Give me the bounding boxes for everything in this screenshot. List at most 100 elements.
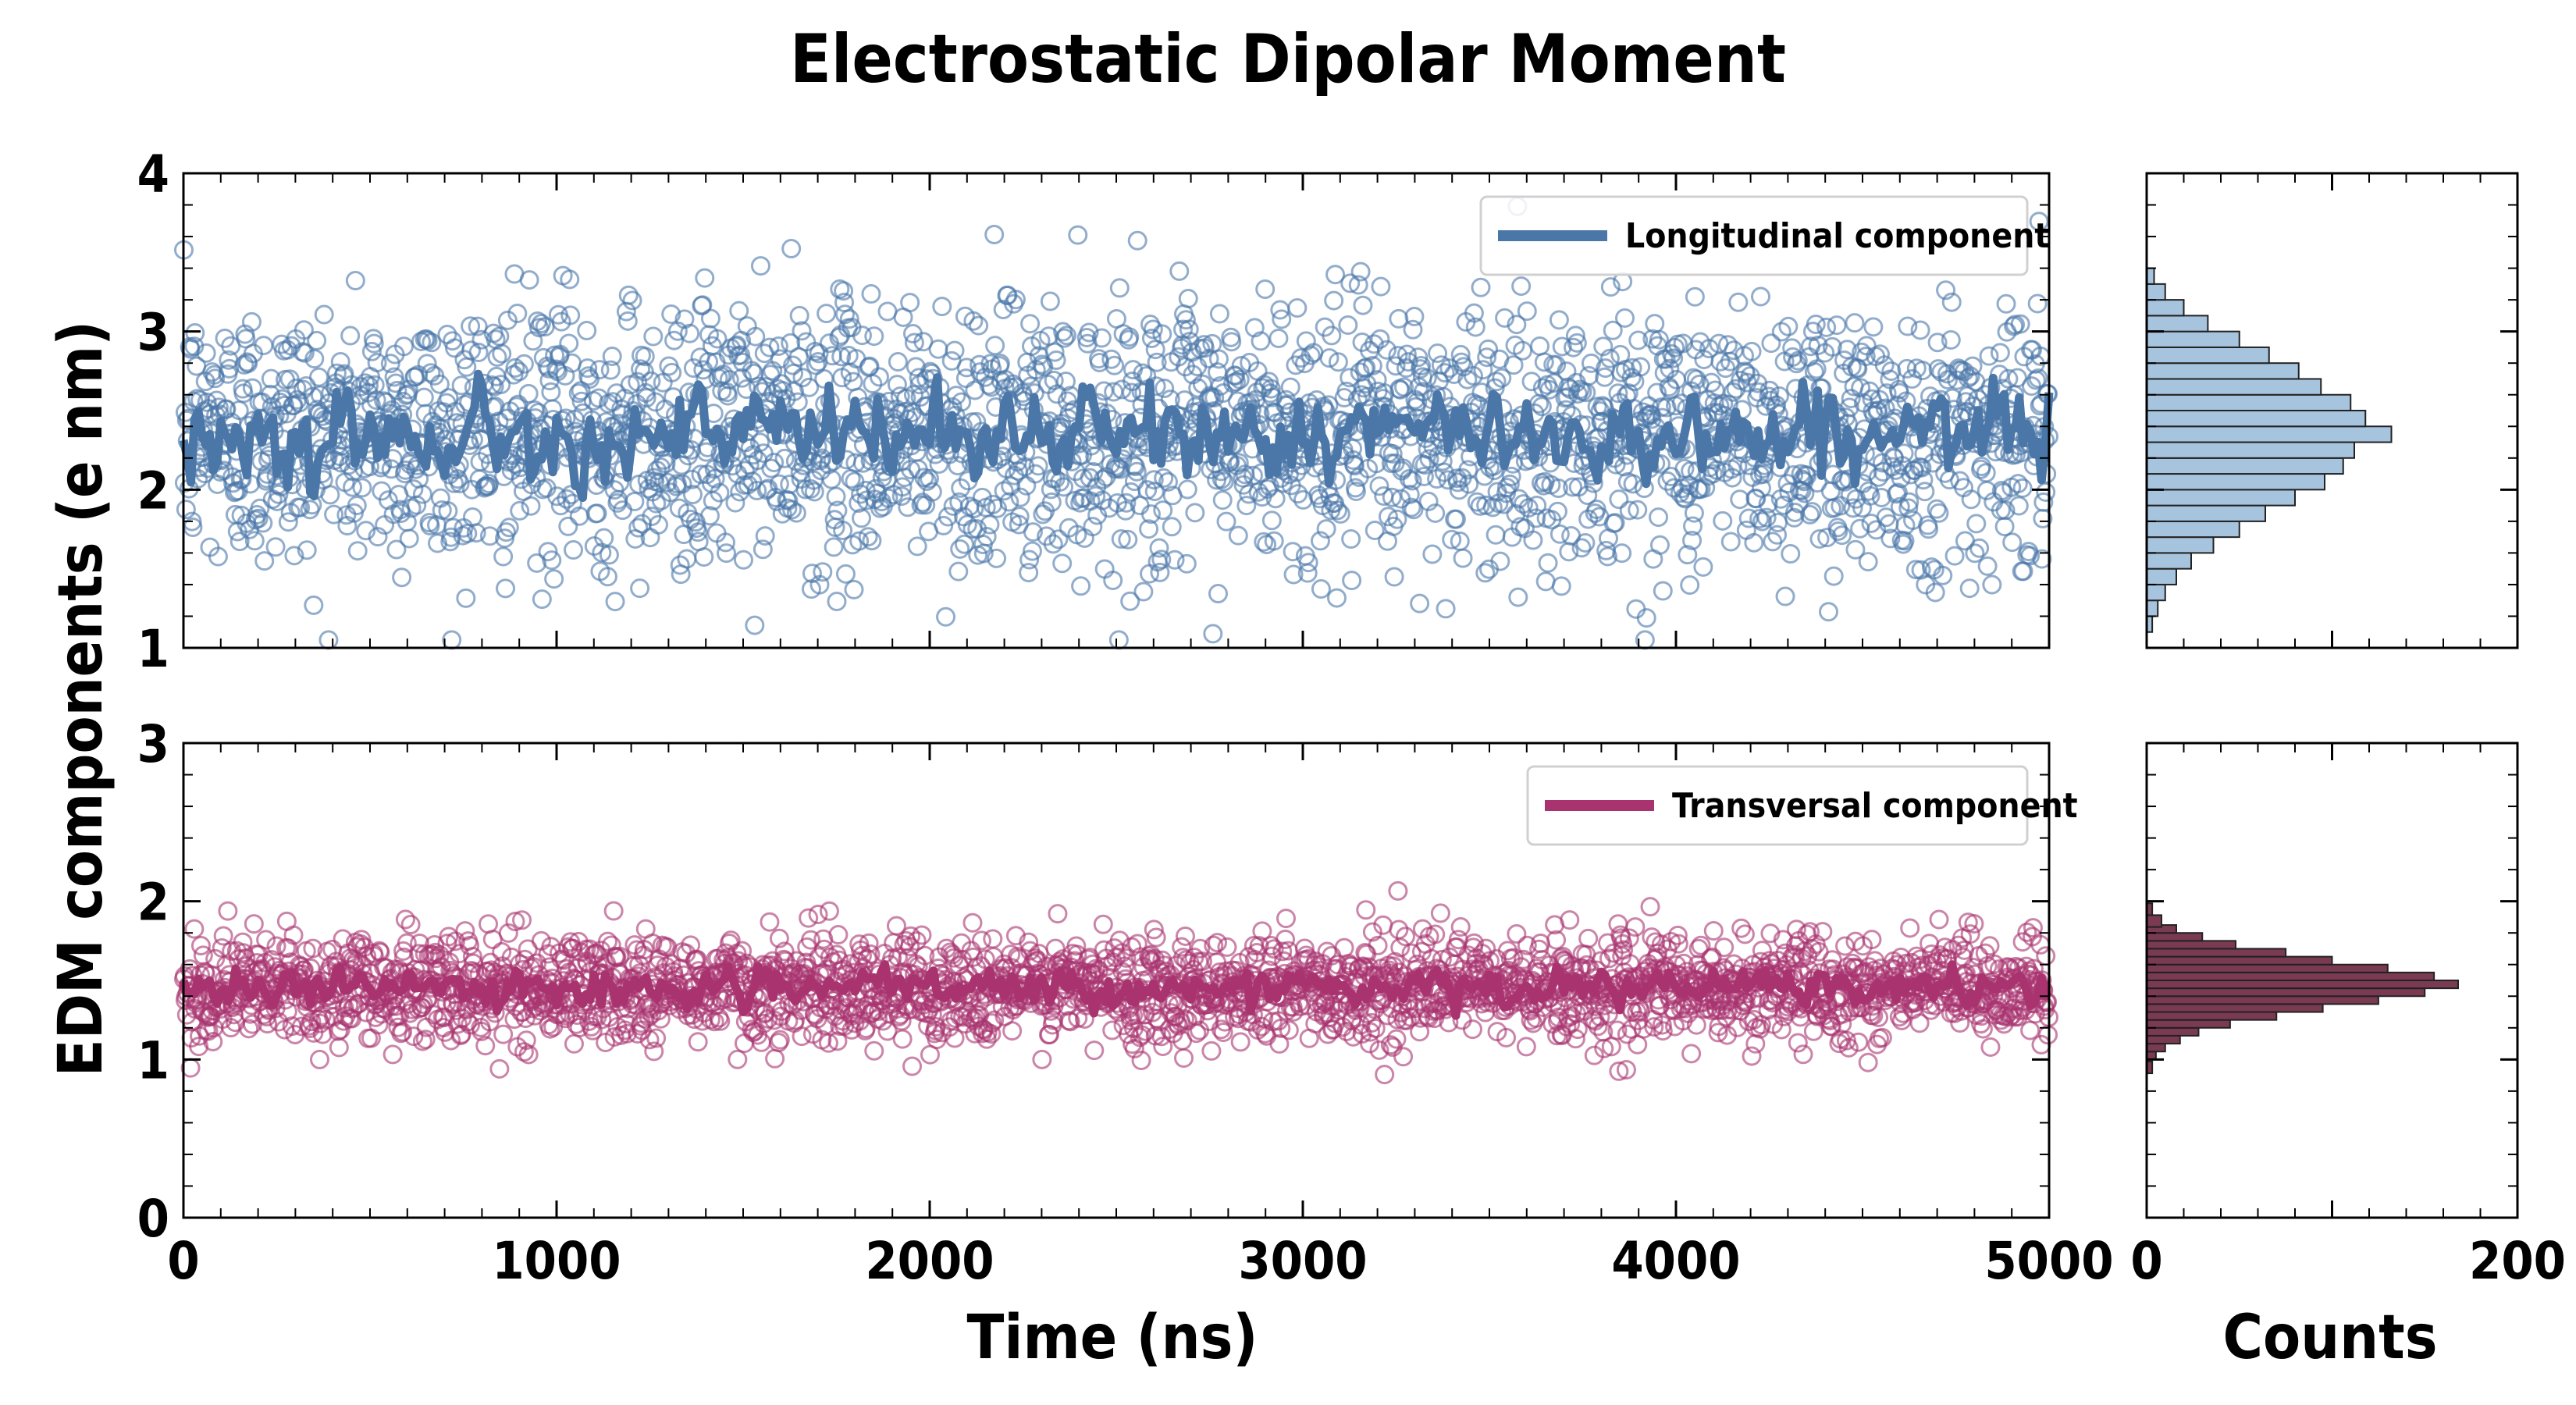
- data-point: [241, 311, 262, 332]
- data-point: [592, 542, 612, 563]
- data-point: [1048, 904, 1068, 924]
- data-point: [229, 532, 250, 552]
- figure-title: Electrostatic Dipolar Moment: [790, 20, 1786, 98]
- data-point: [365, 375, 385, 395]
- data-point: [799, 908, 819, 928]
- data-point: [1549, 310, 1569, 330]
- data-point: [1835, 936, 1856, 956]
- data-point: [1781, 544, 1801, 564]
- data-point: [185, 323, 205, 343]
- data-point: [216, 399, 237, 419]
- data-point: [261, 368, 281, 389]
- data-point: [330, 351, 350, 372]
- data-point: [680, 323, 700, 343]
- data-point: [1578, 928, 1599, 948]
- data-point: [1615, 308, 1635, 328]
- data-point: [801, 478, 821, 499]
- data-point: [1966, 514, 1987, 534]
- data-point: [577, 321, 597, 341]
- data-point: [1002, 1021, 1023, 1041]
- data-point: [1176, 553, 1197, 574]
- data-point: [381, 459, 401, 479]
- data-point: [429, 374, 450, 394]
- data-point: [558, 516, 578, 536]
- data-point: [641, 371, 661, 391]
- data-point: [489, 1058, 510, 1079]
- data-point: [294, 320, 314, 340]
- data-point: [450, 474, 470, 494]
- data-point: [1977, 556, 1998, 576]
- data-point: [1185, 503, 1205, 523]
- data-point: [1996, 293, 2016, 314]
- data-point: [208, 546, 228, 567]
- data-point: [253, 513, 273, 533]
- data-point: [538, 542, 558, 562]
- data-point: [1388, 880, 1408, 901]
- data-point: [304, 349, 325, 369]
- data-point: [817, 304, 837, 324]
- data-point: [193, 945, 213, 966]
- data-point: [542, 550, 562, 571]
- data-point: [244, 531, 265, 551]
- data-point: [864, 326, 884, 347]
- data-point: [1228, 525, 1248, 546]
- data-point: [1410, 593, 1430, 614]
- data-point: [578, 358, 598, 379]
- data-point: [1384, 567, 1404, 587]
- data-point: [395, 909, 415, 930]
- data-point: [1720, 532, 1741, 552]
- data-point: [1969, 538, 1990, 558]
- data-point: [808, 905, 828, 925]
- data-point: [1109, 278, 1130, 298]
- data-point: [218, 901, 238, 921]
- data-point: [497, 310, 518, 330]
- data-point: [461, 340, 482, 361]
- data-point: [948, 561, 969, 582]
- data-point: [550, 496, 571, 516]
- data-point: [309, 1049, 329, 1069]
- data-point: [781, 333, 801, 353]
- data-point: [507, 397, 527, 417]
- data-point: [422, 333, 442, 353]
- data-point: [399, 528, 419, 549]
- data-point: [329, 1037, 349, 1058]
- data-point: [662, 362, 682, 382]
- data-point: [1850, 518, 1870, 539]
- data-point: [983, 929, 1003, 949]
- data-point: [670, 555, 690, 575]
- data-point: [750, 256, 770, 276]
- data-point: [492, 343, 512, 364]
- data-point: [892, 1029, 913, 1049]
- data-point: [1178, 289, 1198, 309]
- data-point: [559, 333, 579, 354]
- hist-x-axis-label: Counts: [2223, 1303, 2438, 1373]
- data-point: [602, 347, 622, 367]
- data-point: [324, 504, 344, 525]
- data-point: [1102, 1020, 1123, 1040]
- data-point: [799, 377, 820, 397]
- data-point: [284, 546, 304, 566]
- data-point: [985, 336, 1005, 356]
- data-point: [1276, 909, 1296, 929]
- data-point: [444, 473, 464, 493]
- data-point: [786, 503, 806, 523]
- data-point: [507, 304, 528, 324]
- data-point: [1103, 570, 1123, 590]
- data-point: [694, 547, 714, 567]
- data-point: [753, 539, 773, 560]
- data-point: [700, 308, 720, 329]
- data-point: [707, 329, 728, 349]
- data-point: [1032, 1049, 1052, 1069]
- data-point: [1735, 924, 1755, 944]
- data-point: [688, 522, 708, 542]
- data-point: [1959, 578, 1980, 599]
- data-point: [969, 315, 989, 336]
- data-point: [393, 336, 414, 357]
- data-point: [1020, 314, 1041, 334]
- data-point: [713, 365, 734, 385]
- data-point: [1216, 511, 1236, 532]
- data-point: [643, 326, 664, 347]
- data-point: [1994, 517, 2015, 537]
- data-point: [347, 541, 368, 561]
